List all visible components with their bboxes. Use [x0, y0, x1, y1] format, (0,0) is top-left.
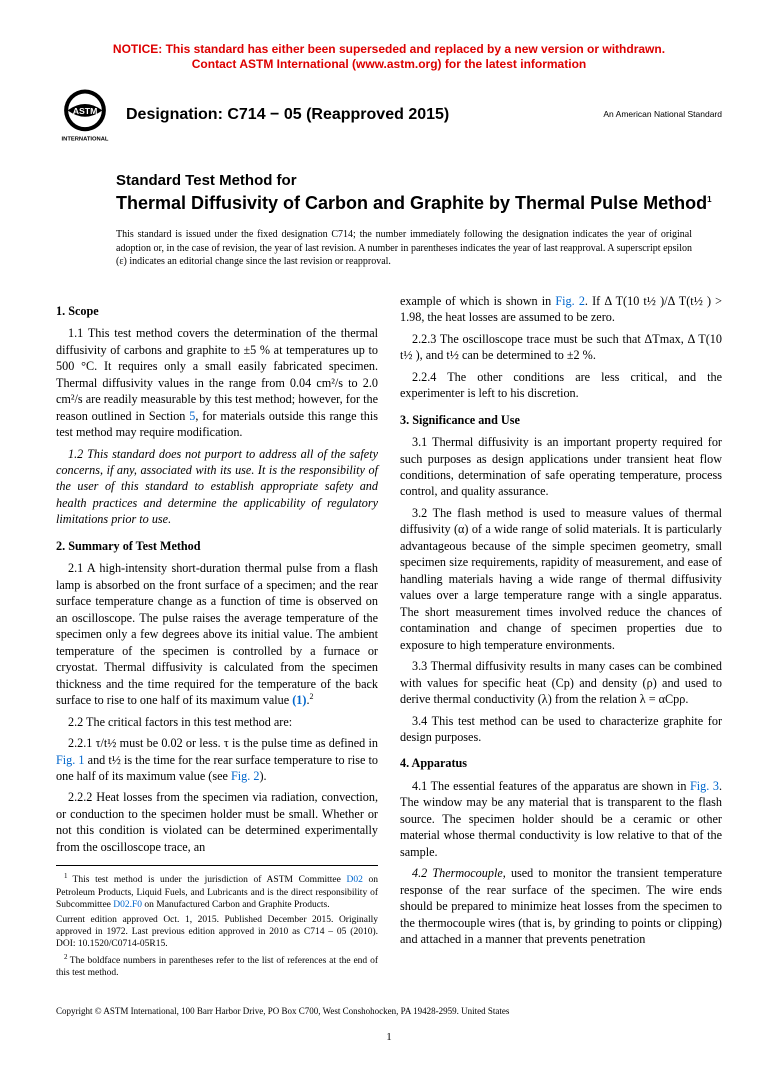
fig-2-link-b[interactable]: Fig. 2 [555, 294, 585, 308]
issuance-note: This standard is issued under the fixed … [116, 228, 692, 269]
para-2-2-3: 2.2.3 The oscilloscope trace must be suc… [400, 331, 722, 364]
footnote-1-cont: Current edition approved Oct. 1, 2015. P… [56, 914, 378, 951]
fig-1-link[interactable]: Fig. 1 [56, 753, 85, 767]
para-3-4: 3.4 This test method can be used to char… [400, 713, 722, 746]
copyright: Copyright © ASTM International, 100 Barr… [56, 1005, 722, 1017]
fig-2-link[interactable]: Fig. 2 [231, 769, 259, 783]
body-columns: 1. Scope 1.1 This test method covers the… [56, 293, 722, 980]
svg-text:INTERNATIONAL: INTERNATIONAL [62, 137, 109, 143]
footnotes: 1 This test method is under the jurisdic… [56, 865, 378, 979]
footnote-2: 2 The boldface numbers in parentheses re… [56, 953, 378, 980]
notice-banner: NOTICE: This standard has either been su… [56, 42, 722, 72]
title-main: Thermal Diffusivity of Carbon and Graphi… [116, 193, 707, 213]
notice-line2: Contact ASTM International (www.astm.org… [192, 57, 586, 71]
footnote-1: 1 This test method is under the jurisdic… [56, 872, 378, 911]
ref-1-link[interactable]: (1) [292, 693, 306, 707]
fig-3-link[interactable]: Fig. 3 [690, 779, 719, 793]
footnote-2-ref: 2 [310, 692, 314, 701]
para-2-2-4: 2.2.4 The other conditions are less crit… [400, 369, 722, 402]
para-2-2-2-cont: example of which is shown in Fig. 2. If … [400, 293, 722, 326]
svg-text:ASTM: ASTM [73, 106, 98, 116]
para-1-2: 1.2 This standard does not purport to ad… [56, 446, 378, 528]
document-title: Standard Test Method for Thermal Diffusi… [116, 172, 722, 214]
notice-line1: NOTICE: This standard has either been su… [113, 42, 665, 56]
subcommittee-link[interactable]: D02.F0 [113, 900, 142, 910]
para-3-3: 3.3 Thermal diffusivity results in many … [400, 658, 722, 707]
ans-label: An American National Standard [603, 109, 722, 120]
section-2-head: 2. Summary of Test Method [56, 538, 378, 554]
designation-code: C714 − 05 (Reapproved 2015) [227, 106, 449, 123]
section-1-head: 1. Scope [56, 303, 378, 319]
para-2-2-2: 2.2.2 Heat losses from the specimen via … [56, 789, 378, 855]
section-3-head: 3. Significance and Use [400, 412, 722, 428]
title-prefix: Standard Test Method for [116, 172, 722, 191]
para-2-2: 2.2 The critical factors in this test me… [56, 714, 378, 730]
header: ASTM INTERNATIONAL Designation: C714 − 0… [56, 86, 722, 144]
para-4-1: 4.1 The essential features of the appara… [400, 778, 722, 860]
designation: Designation: C714 − 05 (Reapproved 2015) [126, 104, 603, 126]
title-footnote-ref: 1 [707, 195, 711, 204]
para-1-1: 1.1 This test method covers the determin… [56, 325, 378, 440]
committee-d02-link[interactable]: D02 [346, 876, 362, 886]
section-4-head: 4. Apparatus [400, 755, 722, 771]
para-3-2: 3.2 The flash method is used to measure … [400, 505, 722, 653]
para-2-1: 2.1 A high-intensity short-duration ther… [56, 560, 378, 708]
para-4-2: 4.2 Thermocouple, used to monitor the tr… [400, 865, 722, 947]
para-2-2-1: 2.2.1 τ/t½ must be 0.02 or less. τ is th… [56, 735, 378, 784]
page-number: 1 [56, 1030, 722, 1045]
astm-logo-icon: ASTM INTERNATIONAL [56, 86, 114, 144]
para-3-1: 3.1 Thermal diffusivity is an important … [400, 434, 722, 500]
designation-label: Designation: [126, 106, 227, 123]
